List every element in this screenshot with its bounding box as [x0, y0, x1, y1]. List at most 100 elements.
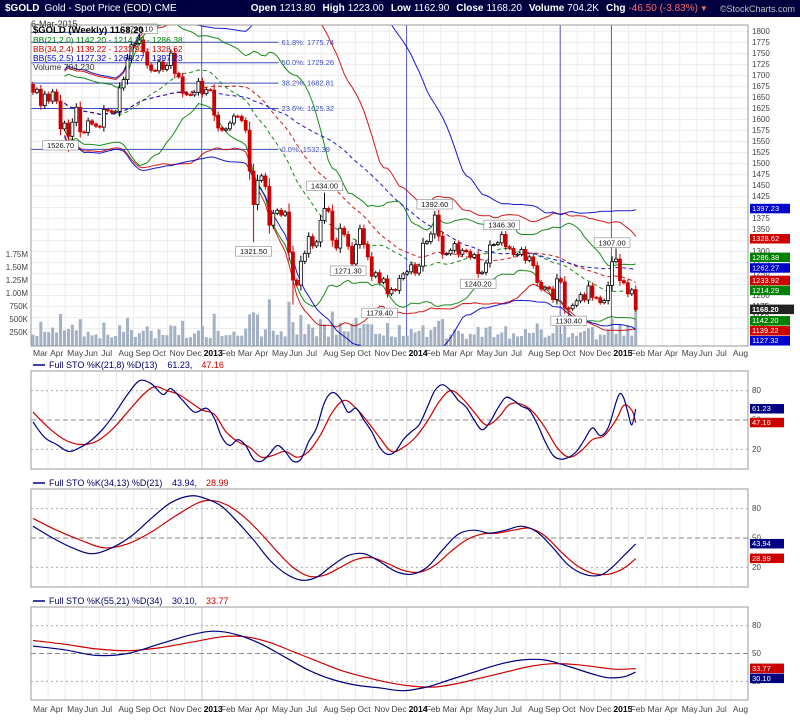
svg-text:1600: 1600 [752, 115, 770, 124]
svg-text:Aug: Aug [733, 348, 748, 358]
svg-text:1798.10: 1798.10 [126, 24, 153, 33]
svg-text:Jun: Jun [289, 704, 303, 714]
svg-text:1700: 1700 [752, 71, 770, 80]
svg-text:1575: 1575 [752, 126, 770, 135]
svg-text:250K: 250K [9, 328, 28, 337]
svg-text:1346.30: 1346.30 [488, 221, 515, 230]
down-arrow-icon: ▼ [699, 4, 708, 13]
svg-text:Mar: Mar [648, 704, 663, 714]
stat-change: Chg -46.50 (-3.83%) ▼ [599, 3, 708, 14]
header-stats: Open 1213.80 High 1223.00 Low 1162.90 Close… [244, 3, 795, 14]
svg-text:1271.30: 1271.30 [335, 266, 362, 275]
svg-text:May: May [477, 348, 494, 358]
svg-text:1775: 1775 [752, 38, 770, 47]
svg-text:1750: 1750 [752, 49, 770, 58]
stat-label: Open [250, 3, 277, 14]
svg-text:Nov: Nov [579, 704, 595, 714]
svg-text:Dec: Dec [392, 704, 408, 714]
svg-text:Jun: Jun [84, 704, 98, 714]
svg-text:1262.27: 1262.27 [752, 263, 779, 272]
svg-text:BB(34,2.4) 1139.22 - 1233.92 -: BB(34,2.4) 1139.22 - 1233.92 - 1328.62 [33, 44, 183, 54]
svg-text:Mar: Mar [648, 348, 663, 358]
svg-text:Mar: Mar [33, 704, 48, 714]
svg-text:Apr: Apr [665, 348, 678, 358]
svg-text:Full STO %K(55,21) %D(34): Full STO %K(55,21) %D(34) [49, 596, 162, 606]
svg-text:61.23,: 61.23, [167, 360, 192, 370]
svg-text:28.99: 28.99 [206, 478, 229, 488]
svg-text:1200: 1200 [752, 291, 770, 300]
svg-text:2014: 2014 [409, 704, 428, 714]
svg-text:1286.38: 1286.38 [752, 253, 779, 262]
svg-text:Jul: Jul [306, 704, 317, 714]
svg-text:Jul: Jul [511, 348, 522, 358]
svg-text:750K: 750K [9, 302, 28, 311]
stat-volume: Volume 704.2K [522, 3, 599, 14]
svg-text:1179.40: 1179.40 [366, 309, 393, 318]
svg-text:Jun: Jun [494, 704, 508, 714]
header-bar: $GOLD Gold - Spot Price (EOD) CME Open 121… [0, 0, 800, 17]
svg-text:2013: 2013 [204, 348, 223, 358]
svg-text:Oct: Oct [153, 704, 167, 714]
svg-text:1240.20: 1240.20 [465, 280, 492, 289]
svg-text:1.75M: 1.75M [6, 250, 29, 259]
svg-text:50: 50 [752, 534, 761, 543]
svg-text:Sep: Sep [135, 348, 150, 358]
stat-value: 1162.90 [413, 3, 450, 14]
svg-text:1392.60: 1392.60 [421, 200, 448, 209]
svg-text:2013: 2013 [204, 704, 223, 714]
svg-text:Sep: Sep [545, 704, 560, 714]
svg-text:Sep: Sep [135, 704, 150, 714]
svg-text:28.99: 28.99 [752, 554, 771, 563]
svg-text:Oct: Oct [562, 348, 576, 358]
svg-text:Jul: Jul [101, 348, 112, 358]
svg-text:May: May [682, 348, 699, 358]
svg-text:Apr: Apr [50, 704, 63, 714]
svg-text:1127.32: 1127.32 [752, 336, 779, 345]
svg-text:Apr: Apr [255, 348, 268, 358]
svg-text:80: 80 [752, 386, 761, 395]
svg-text:Dec: Dec [596, 348, 612, 358]
svg-text:May: May [272, 348, 289, 358]
copyright: ©StockCharts.com [719, 3, 795, 14]
svg-text:Sep: Sep [340, 348, 355, 358]
svg-text:47.16: 47.16 [752, 418, 771, 427]
svg-text:Mar: Mar [238, 704, 253, 714]
svg-text:50: 50 [752, 649, 761, 658]
stoch-panel-2: 80 50 20 43.94 28.99 Full STO %K(34,13) %D(21… [30, 478, 784, 588]
stat-close: Close 1168.20 [449, 3, 522, 14]
svg-text:Jul: Jul [306, 348, 317, 358]
svg-text:Oct: Oct [153, 348, 167, 358]
svg-text:0.0%: 1532.39: 0.0%: 1532.39 [282, 145, 330, 154]
price-annotations: 1798.10 1526.70 1321.50 1434.00 1271.30 1179.… [42, 23, 631, 326]
svg-text:38.2%: 1682.81: 38.2%: 1682.81 [282, 79, 335, 88]
svg-text:1275: 1275 [752, 258, 770, 267]
year-lines [201, 25, 612, 700]
svg-text:61.8%: 1775.74: 61.8%: 1775.74 [282, 38, 335, 47]
svg-text:Dec: Dec [187, 704, 203, 714]
svg-text:1526.70: 1526.70 [47, 141, 74, 150]
header-symbol-title: $GOLD Gold - Spot Price (EOD) CME [5, 3, 177, 14]
volume-bars [31, 299, 638, 346]
svg-text:Nov: Nov [579, 348, 595, 358]
svg-text:1725: 1725 [752, 60, 770, 69]
svg-text:20: 20 [752, 563, 761, 572]
svg-text:1307.00: 1307.00 [599, 238, 626, 247]
svg-text:1168.20: 1168.20 [752, 305, 779, 314]
svg-text:Apr: Apr [460, 348, 473, 358]
svg-text:1.25M: 1.25M [6, 276, 29, 285]
stat-open: Open 1213.80 [244, 3, 316, 14]
svg-text:500K: 500K [9, 315, 28, 324]
stat-value: 1168.20 [486, 3, 522, 14]
svg-text:Aug: Aug [118, 704, 133, 714]
price-axis: 1100112511501175120012251250127513001325… [752, 27, 770, 344]
svg-text:1500: 1500 [752, 159, 770, 168]
svg-text:Jun: Jun [699, 704, 713, 714]
stat-label: High [322, 3, 345, 14]
svg-text:Apr: Apr [255, 704, 268, 714]
svg-text:Volume 704,230: Volume 704,230 [33, 62, 95, 72]
svg-text:Nov: Nov [374, 704, 390, 714]
svg-text:BB(55,2.5) 1127.32 - 1262.27 -: BB(55,2.5) 1127.32 - 1262.27 - 1397.23 [33, 53, 183, 63]
